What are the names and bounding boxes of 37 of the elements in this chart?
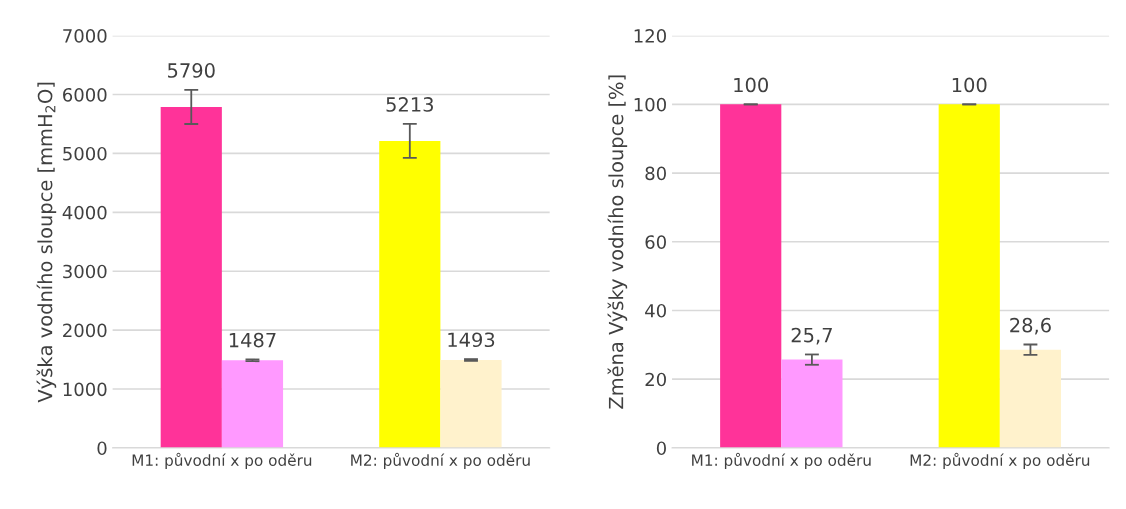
y-tick-label: 6000 — [63, 87, 107, 102]
y-tick-label: 0 — [97, 441, 107, 456]
y-tick-label: 120 — [634, 29, 666, 43]
y-tick-label: 20 — [645, 372, 666, 387]
bar — [379, 140, 441, 448]
data-label: 28,6 — [1010, 317, 1051, 335]
y-tick-label: 7000 — [63, 29, 107, 43]
y-tick-label: 100 — [634, 97, 666, 112]
y-tick-label: 2000 — [63, 323, 107, 338]
y-tick-label: 1000 — [63, 382, 107, 397]
data-label: 5213 — [386, 97, 433, 112]
data-label: 25,7 — [791, 327, 832, 345]
y-tick-label: 3000 — [63, 264, 107, 279]
x-tick-label: M2: původní x po oděru — [910, 452, 1090, 469]
y-axis-title: Výška vodního sloupce [mmH$_{2}$O] — [36, 82, 57, 403]
bar — [440, 359, 502, 448]
y-axis-title: Změna Výšky vodního sloupce [%] — [607, 75, 628, 409]
y-tick-label: 80 — [645, 166, 666, 181]
bar — [221, 360, 284, 448]
data-label: 1487 — [229, 332, 276, 348]
x-tick-label: M1: původní x po oděru — [692, 452, 871, 469]
y-tick-label: 4000 — [62, 205, 107, 220]
y-tick-label: 60 — [645, 235, 666, 249]
y-tick-label: 40 — [645, 303, 666, 318]
bar — [160, 106, 222, 448]
bar — [938, 104, 1000, 448]
data-label: 1493 — [448, 332, 495, 348]
bar — [720, 104, 782, 448]
y-tick-label: 0 — [656, 441, 666, 456]
data-label: 5790 — [168, 63, 215, 78]
bar — [999, 349, 1062, 448]
y-tick-label: 5000 — [63, 146, 107, 161]
x-tick-label: M1: původní x po oděru — [132, 452, 312, 469]
data-label: 100 — [952, 77, 987, 93]
x-tick-label: M2: původní x po oděru — [351, 452, 530, 469]
bar — [781, 359, 843, 448]
data-label: 100 — [734, 77, 768, 93]
